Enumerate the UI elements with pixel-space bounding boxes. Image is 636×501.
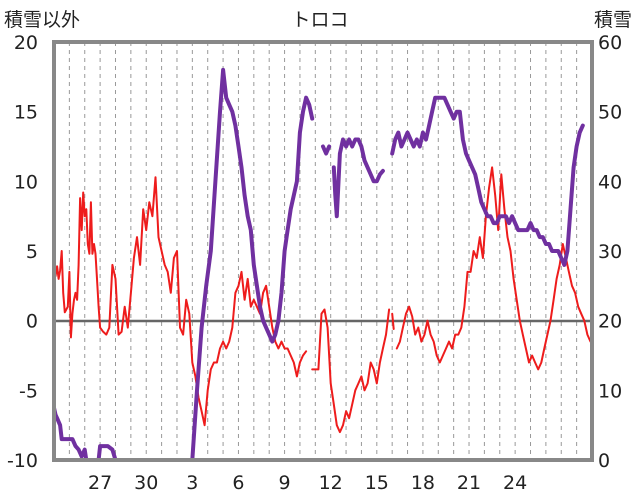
right-tick-label: 10 xyxy=(598,380,622,402)
left-axis-label: 積雪以外 xyxy=(4,9,80,31)
x-tick-labels: 27 30 3 6 9 12 15 18 21 24 xyxy=(88,472,527,494)
x-tick-label: 21 xyxy=(457,472,481,494)
series-line xyxy=(392,314,394,329)
x-tick-label: 6 xyxy=(232,472,244,494)
x-tick-label: 18 xyxy=(411,472,435,494)
right-tick-label: 40 xyxy=(598,171,622,193)
right-tick-label: 0 xyxy=(598,450,610,472)
temperature-series xyxy=(54,167,591,432)
right-tick-label: 50 xyxy=(598,102,622,124)
left-tick-label: -5 xyxy=(19,380,38,402)
right-tick-label: 30 xyxy=(598,241,622,263)
x-tick-label: 12 xyxy=(319,472,343,494)
series-line xyxy=(54,177,306,425)
chart-title: トロコ xyxy=(291,9,348,31)
left-tick-label: 0 xyxy=(26,311,38,333)
left-tick-label: 15 xyxy=(14,102,38,124)
x-tick-label: 15 xyxy=(365,472,389,494)
left-tick-label: 5 xyxy=(26,241,38,263)
right-axis-label: 積雪 xyxy=(594,9,632,31)
series-line xyxy=(392,98,583,265)
vertical-gridlines xyxy=(69,42,576,460)
series-line xyxy=(54,70,312,460)
right-tick-label: 60 xyxy=(598,32,622,54)
left-tick-labels: 20 15 10 5 0 -5 -10 xyxy=(7,32,38,472)
series-line xyxy=(312,310,389,433)
left-tick-label: 20 xyxy=(14,32,38,54)
x-tick-label: 30 xyxy=(134,472,158,494)
left-tick-label: 10 xyxy=(14,171,38,193)
series-line xyxy=(334,140,383,217)
series-line xyxy=(323,147,329,154)
right-tick-label: 20 xyxy=(598,311,622,333)
right-tick-labels: 60 50 40 30 20 10 0 xyxy=(598,32,622,472)
x-tick-label: 24 xyxy=(503,472,527,494)
left-tick-label: -10 xyxy=(7,450,38,472)
x-tick-label: 27 xyxy=(88,472,112,494)
x-tick-label: 9 xyxy=(279,472,291,494)
x-tick-label: 3 xyxy=(186,472,198,494)
